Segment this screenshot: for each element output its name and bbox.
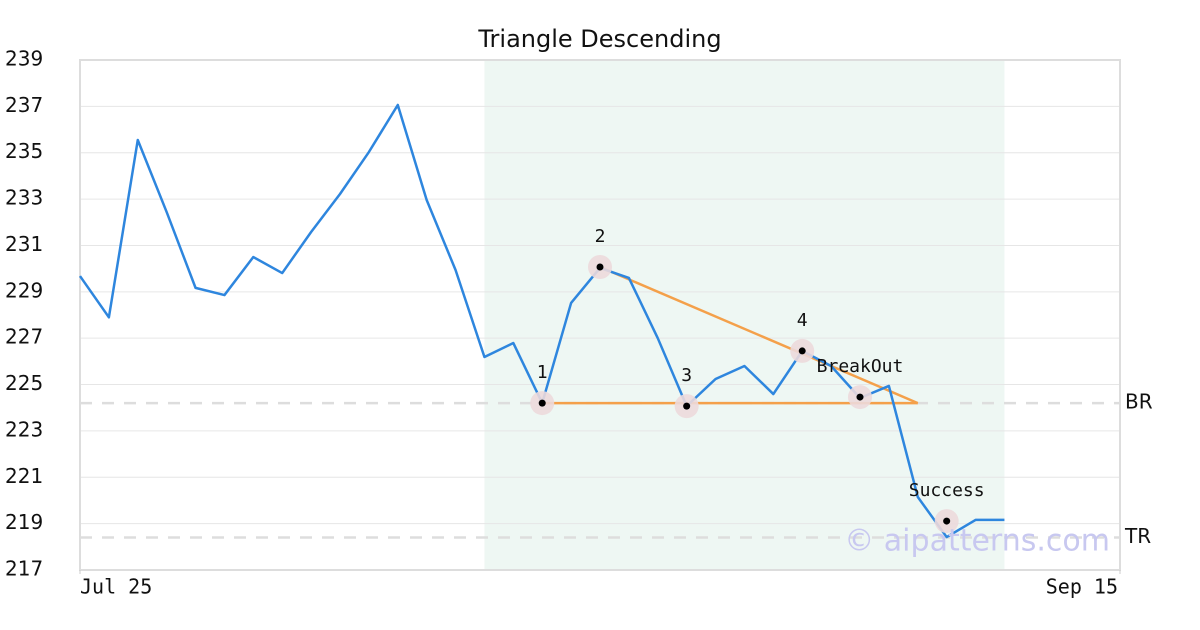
y-tick-label: 229 [5,278,43,302]
x-tick-label: Sep 15 [1046,575,1118,599]
y-tick-label: 223 [5,417,43,441]
y-tick-label: 225 [5,371,43,395]
y-tick-label: 231 [5,232,43,256]
y-tick-label: 221 [5,464,43,488]
y-tick-label: 233 [5,186,43,210]
pivot-dot [683,402,691,410]
y-tick-label: 219 [5,510,43,534]
chart-title: Triangle Descending [477,25,721,53]
y-tick-label: 239 [5,47,43,71]
pivot-dot [596,263,604,271]
x-tick-label: Jul 25 [80,575,152,599]
y-tick-label: 227 [5,325,43,349]
trendline [599,265,919,405]
level-label: BR [1125,390,1153,414]
pivot-dot [856,393,864,401]
watermark: © aipatterns.com [844,524,1110,559]
y-tick-label: 235 [5,139,43,163]
pivot-dot [943,517,951,525]
pivot-label: 4 [797,310,808,331]
pivot-label: 2 [595,226,606,247]
pivot-label: Success [909,480,985,501]
y-tick-label: 217 [5,557,43,581]
pivot-label: BreakOut [817,356,904,377]
pivot-dot [538,399,546,407]
pattern-region [484,60,1005,570]
plot-frame [79,59,1121,571]
level-label: TR [1124,524,1151,548]
pivot-label: 1 [537,362,548,383]
pivot-dot [798,347,806,355]
y-tick-label: 237 [5,93,43,117]
pivot-label: 3 [681,365,692,386]
